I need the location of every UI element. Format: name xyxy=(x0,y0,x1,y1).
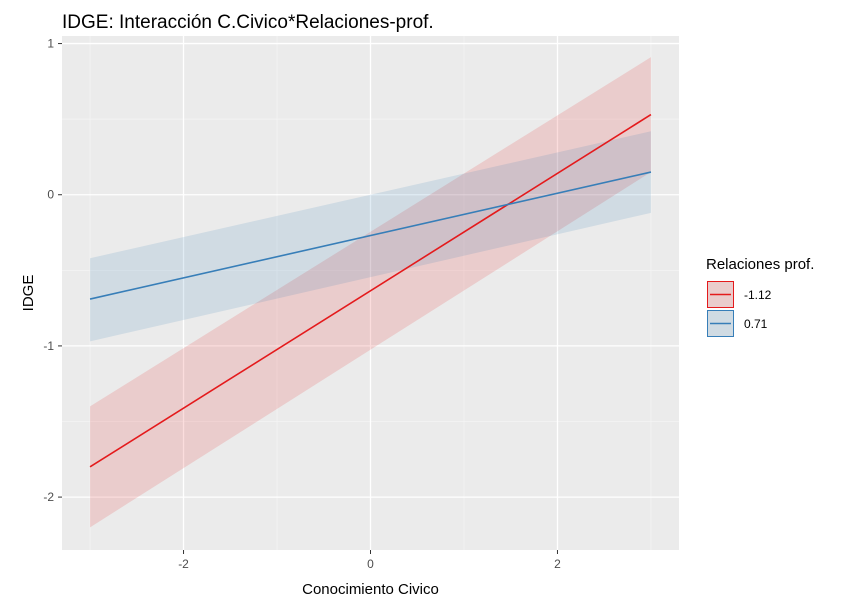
y-tick-label: 1 xyxy=(47,37,54,51)
x-tick-label: 0 xyxy=(367,557,374,571)
x-axis-ticks: -2 0 2 xyxy=(178,550,561,571)
ribbon-series-0 xyxy=(90,57,651,528)
legend-title: Relaciones prof. xyxy=(706,256,814,273)
major-gridlines xyxy=(62,36,679,550)
series-lines xyxy=(89,113,652,468)
x-tick-label: -2 xyxy=(178,557,189,571)
line-series-0 xyxy=(89,113,652,468)
legend-label: -1.12 xyxy=(744,288,772,302)
x-axis-title: Conocimiento Civico xyxy=(302,581,439,598)
y-axis-ticks: -2 -1 0 1 xyxy=(43,37,62,504)
line-series-1 xyxy=(89,171,652,300)
x-tick-label: 2 xyxy=(554,557,561,571)
chart-title: IDGE: Interacción C.Civico*Relaciones-pr… xyxy=(62,12,434,33)
y-axis-title: IDGE xyxy=(20,275,37,312)
legend: Relaciones prof. -1.12 0.71 xyxy=(706,256,814,337)
y-tick-label: -1 xyxy=(43,339,54,353)
legend-label: 0.71 xyxy=(744,317,768,331)
y-tick-label: -2 xyxy=(43,490,54,504)
y-tick-label: 0 xyxy=(47,188,54,202)
